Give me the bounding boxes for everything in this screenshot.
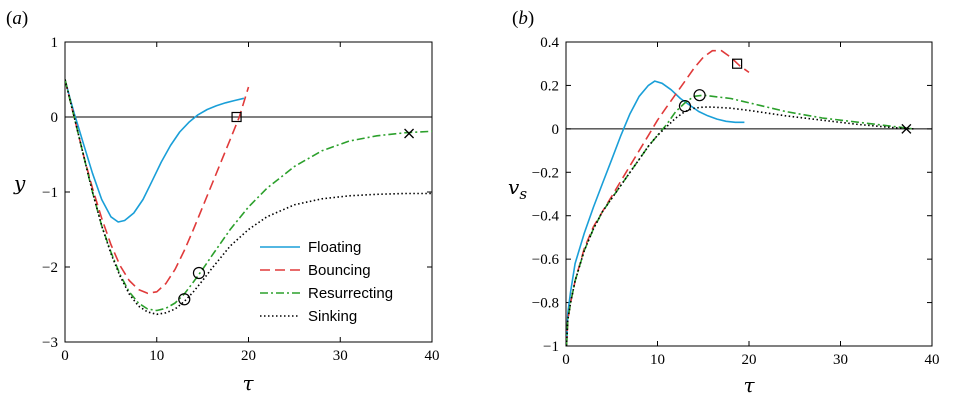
y-axis-label: y: [13, 171, 26, 195]
y-tick-label: −0.6: [532, 252, 560, 268]
circle-marker: [192, 266, 206, 280]
panel-label: (b): [512, 8, 534, 29]
cross-marker: [901, 123, 912, 134]
x-tick-label: 10: [149, 348, 164, 364]
series-sinking-line: [566, 106, 914, 346]
y-axis-label: vs: [508, 175, 527, 203]
circle-marker: [678, 99, 692, 113]
y-tick-label: 0: [51, 110, 59, 126]
x-tick-label: 40: [925, 352, 940, 368]
series-floating-line: [65, 79, 245, 223]
x-tick-label: 20: [742, 352, 757, 368]
cross-marker: [404, 128, 415, 139]
x-tick-label: 40: [425, 348, 440, 364]
y-tick-label: 0: [552, 122, 560, 138]
y-tick-label: −1: [543, 339, 559, 355]
x-tick-label: 0: [61, 348, 69, 364]
panel-a: 0 10 20 30 40 −3 −2 −1 0 1 (a) τ y Floating Bouncing Re…: [6, 8, 440, 395]
series-bouncing-line: [65, 79, 250, 295]
square-marker: [231, 111, 242, 123]
legend-label-sinking: Sinking: [308, 308, 357, 325]
x-tick-label: 0: [562, 352, 570, 368]
x-tick-label: 20: [241, 348, 256, 364]
x-axis-label: τ: [242, 371, 254, 395]
y-tick-label: 0.4: [540, 35, 559, 51]
panel-b: 0 10 20 30 40 −1 −0.8 −0.6 −0.4 −0.2 0 0.2 0.4 (b) τ vs: [508, 8, 940, 397]
x-axis-label: τ: [743, 373, 755, 397]
x-tick-label: 30: [333, 348, 348, 364]
plot-frame: [565, 41, 933, 347]
y-tick-label: −2: [42, 260, 58, 276]
series-sinking-line: [65, 79, 432, 316]
square-marker: [732, 58, 743, 69]
circle-marker: [178, 293, 191, 306]
cross-stroke: [404, 128, 415, 139]
x-tick-label: 10: [650, 352, 665, 368]
x-tick-label: 30: [833, 352, 848, 368]
y-tick-label: −1: [42, 185, 58, 201]
y-tick-label: 0.2: [540, 78, 559, 94]
y-tick-label: −3: [42, 335, 58, 351]
circle-marker: [693, 89, 706, 102]
legend-label-bouncing: Bouncing: [308, 262, 371, 279]
legend-label-resurrecting: Resurrecting: [308, 285, 393, 302]
series-resurrecting-line: [566, 94, 914, 346]
legend-label-floating: Floating: [308, 239, 361, 256]
y-tick-label: 1: [51, 35, 59, 51]
y-tick-label: −0.8: [532, 296, 559, 312]
series-floating-line: [566, 80, 745, 346]
legend: Floating Bouncing Resurrecting Sinking: [260, 239, 393, 325]
panel-label: (a): [6, 8, 28, 29]
y-tick-label: −0.4: [532, 209, 560, 225]
y-tick-label: −0.2: [532, 165, 559, 181]
series-resurrecting-line: [65, 79, 432, 312]
series-bouncing-line: [566, 49, 750, 346]
cross-stroke: [901, 123, 912, 134]
